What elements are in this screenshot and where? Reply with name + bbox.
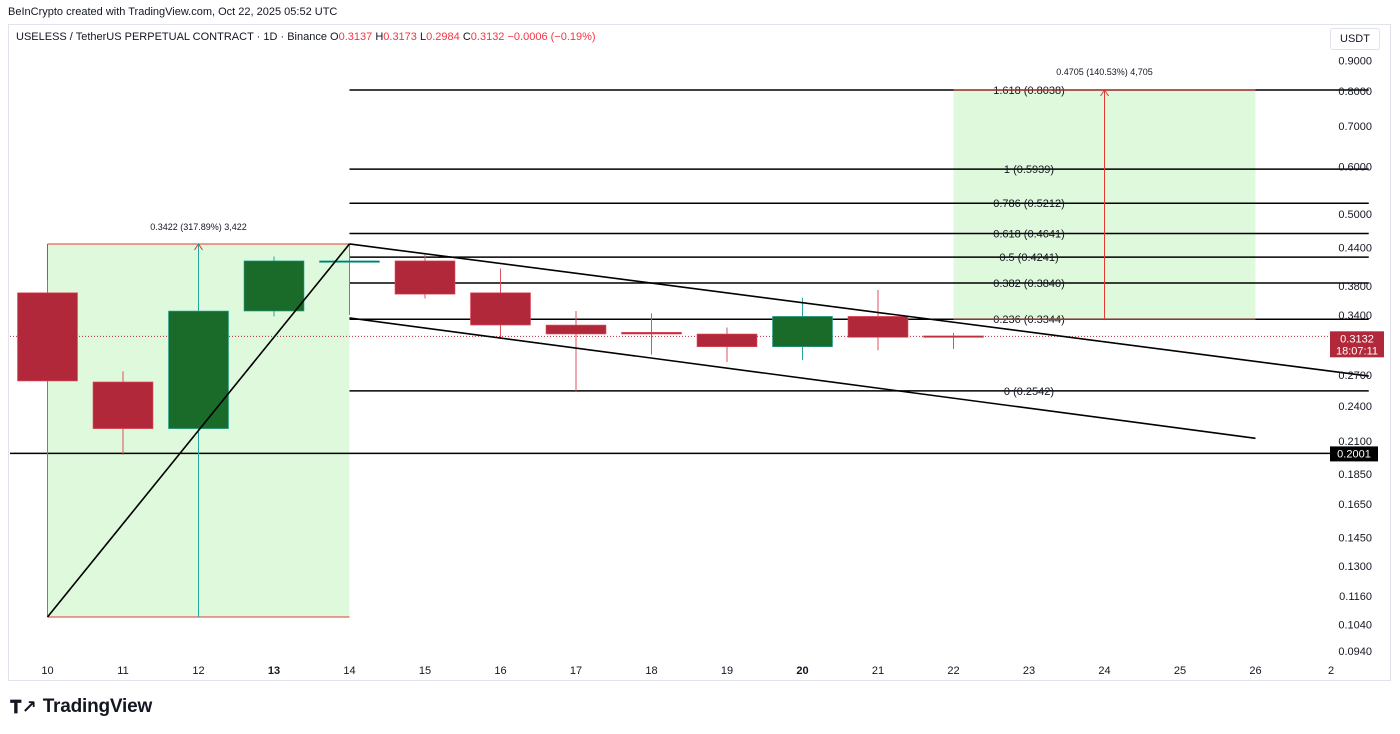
y-axis-tick-label: 0.4400 xyxy=(1338,242,1372,254)
y-axis-tick-label: 0.1850 xyxy=(1338,469,1372,481)
x-axis-tick-label: 21 xyxy=(872,665,884,677)
y-axis-tick-label: 0.0940 xyxy=(1338,646,1372,658)
candle-body xyxy=(168,310,229,429)
x-axis-tick-label: 10 xyxy=(41,665,53,677)
fib-level-label: 1 (0.5939) xyxy=(1004,164,1054,176)
x-axis-tick-label: 11 xyxy=(117,665,128,677)
fib-level-label: 1.618 (0.8038) xyxy=(993,85,1065,97)
y-axis-tick-label: 0.1040 xyxy=(1338,619,1372,631)
y-axis-tick-label: 0.6000 xyxy=(1338,161,1372,173)
x-axis-tick-label: 19 xyxy=(721,665,733,677)
x-axis-tick-label: 14 xyxy=(343,665,355,677)
y-axis-tick-label: 0.2100 xyxy=(1338,436,1372,448)
x-axis-tick-label: 17 xyxy=(570,665,582,677)
y-axis-tick-label: 0.1160 xyxy=(1339,591,1372,603)
currency-selector[interactable]: USDT xyxy=(1330,28,1380,50)
measure-label-right: 0.4705 (140.53%) 4,705 xyxy=(1056,67,1153,77)
y-axis-tick-label: 0.1450 xyxy=(1338,533,1372,545)
y-axis-tick-label: 0.5000 xyxy=(1338,209,1372,221)
x-axis-tick-label: 18 xyxy=(645,665,657,677)
measure-label-left: 0.3422 (317.89%) 3,422 xyxy=(150,222,247,232)
y-axis-tick-label: 0.2700 xyxy=(1338,370,1372,382)
candle-body xyxy=(470,292,531,326)
last-price-tag xyxy=(1330,331,1384,358)
low-value: 0.2984 xyxy=(426,31,460,43)
x-axis-tick-label: 20 xyxy=(796,665,808,677)
high-value: 0.3173 xyxy=(383,31,417,43)
open-value: 0.3137 xyxy=(338,31,373,43)
y-axis-tick-label: 0.3400 xyxy=(1338,310,1372,322)
fib-level-label: 0.786 (0.5212) xyxy=(993,198,1065,210)
candle-body xyxy=(243,260,305,312)
candle-body xyxy=(696,333,758,347)
close-value: 0.3132 xyxy=(470,31,505,43)
fib-level-label: 0.5 (0.4241) xyxy=(999,252,1058,264)
measure-arrowhead-right xyxy=(1100,89,1109,97)
y-axis-tick-label: 0.8000 xyxy=(1338,86,1372,98)
channel-lower-line xyxy=(349,317,1256,440)
fib-level-label: 0.382 (0.3840) xyxy=(993,278,1065,290)
candle-body xyxy=(923,335,984,338)
high-label: H xyxy=(375,31,384,43)
y-axis-tick-label: 0.2400 xyxy=(1338,401,1372,413)
tradingview-logo-text: TradingView xyxy=(42,696,153,717)
chart-panel xyxy=(8,24,1391,681)
channel-upper-line xyxy=(349,243,1369,377)
y-axis-tick-label: 0.3800 xyxy=(1338,281,1372,293)
bar-countdown-label: 18:07:11 xyxy=(1336,345,1378,357)
y-axis-tick-label: 0.1650 xyxy=(1338,499,1372,511)
low-label: L xyxy=(419,31,427,43)
x-axis-tick-label: 23 xyxy=(1023,665,1035,677)
chart-credit: BeInCrypto created with TradingView.com,… xyxy=(8,6,338,18)
x-axis-tick-label: 24 xyxy=(1098,665,1110,677)
close-label: C xyxy=(462,31,471,43)
fib-level-label: 0.236 (0.3344) xyxy=(993,314,1065,326)
change-value: −0.0006 (−0.19%) xyxy=(507,31,596,43)
y-axis-tick-label: 0.7000 xyxy=(1338,121,1372,133)
x-axis-tick-label: 22 xyxy=(947,665,959,677)
fib-level-label: 0.618 (0.4641) xyxy=(993,229,1065,241)
x-axis-tick-label: 25 xyxy=(1174,665,1186,677)
x-axis-tick-label: 12 xyxy=(192,665,204,677)
open-label: O xyxy=(330,31,339,43)
candle-body xyxy=(319,260,380,263)
symbol-info-bar: USELESS / TetherUS PERPETUAL CONTRACT · … xyxy=(16,31,596,43)
y-axis-tick-label: 0.9000 xyxy=(1338,55,1372,67)
y-axis-tick-label: 0.1300 xyxy=(1338,561,1372,573)
fib-level-label: 0 (0.2542) xyxy=(1004,386,1054,398)
symbol-name[interactable]: USELESS / TetherUS PERPETUAL CONTRACT · … xyxy=(16,31,327,43)
tradingview-logo-icon: 𝐓↗ xyxy=(10,696,37,718)
uptrend-line xyxy=(46,243,351,618)
tradingview-logo[interactable]: 𝐓↗ TradingView xyxy=(10,696,152,718)
candle-body xyxy=(17,292,78,382)
candle-body xyxy=(545,324,607,335)
candle-body xyxy=(394,260,456,295)
support-price-tag xyxy=(1330,446,1378,462)
x-axis-tick-label: 15 xyxy=(419,665,431,677)
last-price-label: 0.3132 xyxy=(1340,333,1374,345)
x-axis-tick-label: 2 xyxy=(1328,665,1334,677)
x-axis-tick-label: 13 xyxy=(268,665,280,677)
support-price-label: 0.2001 xyxy=(1337,448,1371,460)
candle-body xyxy=(621,332,682,335)
candle-body xyxy=(92,381,154,429)
x-axis-tick-label: 16 xyxy=(494,665,506,677)
candle-body xyxy=(847,316,909,338)
candle-body xyxy=(772,316,833,347)
x-axis-tick-label: 26 xyxy=(1249,665,1261,677)
